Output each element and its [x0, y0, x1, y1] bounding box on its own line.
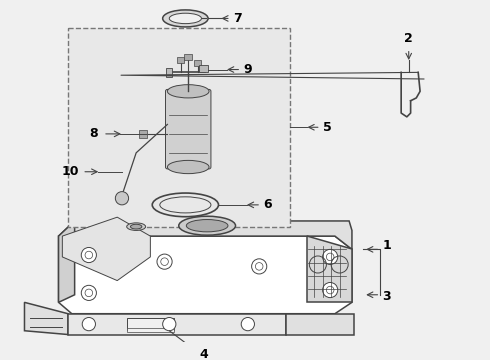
Polygon shape [58, 236, 352, 314]
Text: 10: 10 [62, 165, 79, 178]
Bar [177, 57, 184, 63]
FancyBboxPatch shape [166, 89, 211, 169]
Circle shape [81, 285, 97, 301]
Circle shape [252, 259, 267, 274]
Circle shape [322, 249, 338, 265]
Text: 9: 9 [243, 63, 252, 76]
Ellipse shape [179, 216, 236, 235]
Circle shape [115, 192, 128, 205]
Ellipse shape [163, 10, 208, 27]
Circle shape [82, 318, 96, 331]
Bar [127, 328, 174, 332]
Text: 5: 5 [322, 121, 331, 134]
Polygon shape [307, 236, 352, 302]
Bar [194, 60, 201, 66]
Ellipse shape [168, 161, 209, 174]
Polygon shape [62, 217, 150, 280]
Circle shape [157, 254, 172, 269]
FancyBboxPatch shape [68, 28, 291, 227]
Ellipse shape [130, 224, 142, 229]
Circle shape [322, 283, 338, 298]
Circle shape [81, 247, 97, 262]
Polygon shape [58, 221, 74, 302]
Ellipse shape [186, 220, 228, 232]
Circle shape [241, 318, 254, 331]
Bar [184, 54, 192, 60]
Bar [198, 65, 208, 72]
Bar [139, 130, 147, 138]
Bar [166, 68, 172, 77]
Circle shape [163, 318, 176, 331]
Text: 8: 8 [90, 127, 98, 140]
Ellipse shape [169, 13, 201, 24]
Text: 6: 6 [263, 198, 271, 211]
Polygon shape [286, 314, 354, 334]
Ellipse shape [127, 223, 146, 230]
Text: 2: 2 [404, 32, 413, 45]
Polygon shape [68, 314, 286, 334]
Text: 7: 7 [233, 12, 242, 25]
Text: 4: 4 [199, 348, 208, 360]
Bar [127, 319, 174, 330]
Ellipse shape [168, 85, 209, 98]
Polygon shape [24, 302, 68, 334]
Polygon shape [58, 221, 352, 249]
Text: 3: 3 [382, 290, 391, 303]
Text: 1: 1 [382, 239, 391, 252]
